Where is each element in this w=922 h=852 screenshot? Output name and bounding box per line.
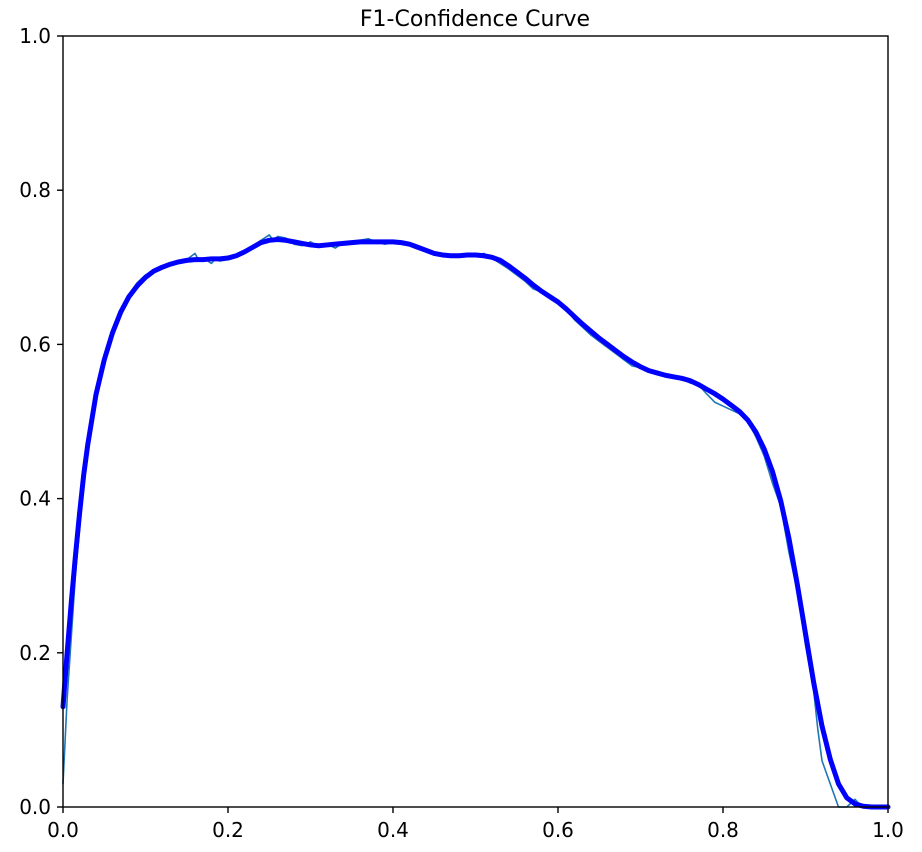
smoothed-f1-line [60, 237, 891, 810]
x-tick-label: 0.2 [212, 818, 244, 842]
y-tick-label: 0.0 [19, 795, 51, 819]
y-tick-label: 1.0 [19, 24, 51, 48]
series-layer [60, 234, 891, 810]
chart-title: F1-Confidence Curve [360, 7, 590, 32]
y-tick-label: 0.8 [19, 178, 51, 202]
x-tick-label: 0.0 [47, 818, 79, 842]
x-tick-label: 0.4 [377, 818, 409, 842]
x-tick-label: 0.6 [542, 818, 574, 842]
y-axis: 0.0 0.2 0.4 0.6 0.8 1.0 [19, 24, 63, 819]
x-tick-label: 1.0 [872, 818, 904, 842]
x-axis: 0.0 0.2 0.4 0.6 0.8 1.0 [47, 807, 904, 842]
plot-area [60, 35, 891, 810]
y-tick-label: 0.4 [19, 487, 51, 511]
axes-frame [62, 35, 889, 808]
y-tick-label: 0.6 [19, 332, 51, 356]
y-tick-label: 0.2 [19, 641, 51, 665]
x-tick-label: 0.8 [707, 818, 739, 842]
